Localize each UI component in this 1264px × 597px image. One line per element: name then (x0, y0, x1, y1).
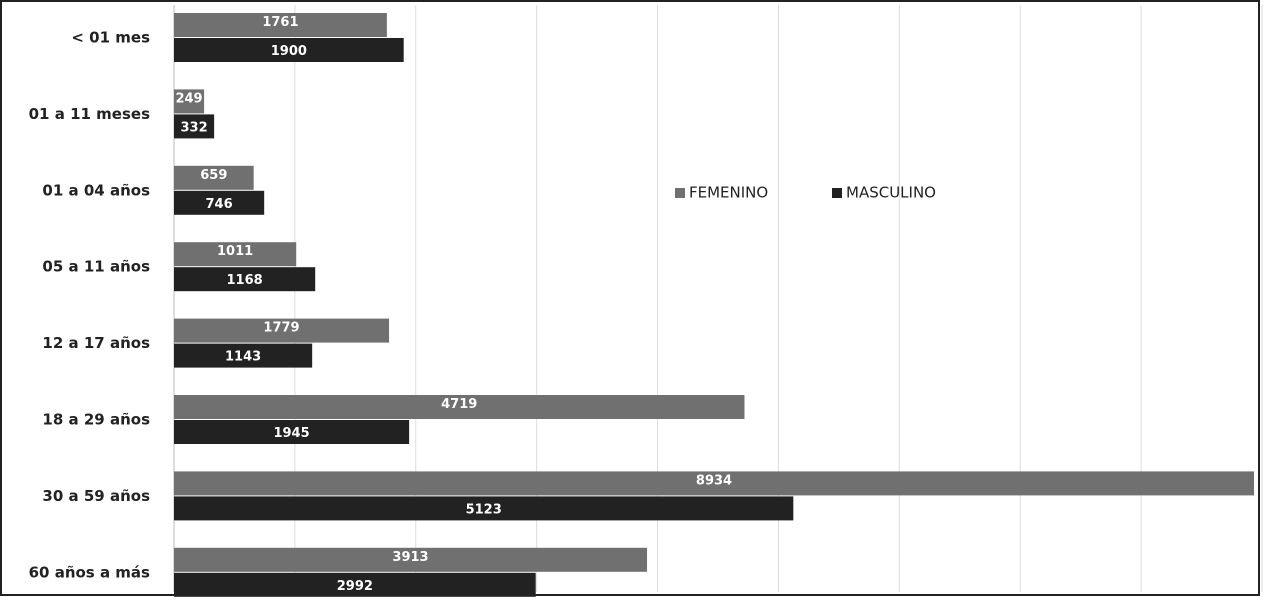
data-label: 5123 (466, 502, 502, 517)
y-tick-label: < 01 mes (71, 29, 150, 47)
y-tick-label: 01 a 04 años (42, 181, 150, 199)
data-label: 1945 (273, 426, 309, 441)
data-label: 1900 (271, 44, 307, 59)
y-tick-label: 12 a 17 años (42, 334, 150, 352)
bar (174, 114, 215, 139)
data-label: 1143 (225, 350, 261, 365)
y-tick-label: 01 a 11 meses (29, 105, 150, 123)
data-label: 3913 (392, 550, 428, 565)
bar (174, 165, 254, 190)
bar (174, 572, 536, 597)
data-label: 2992 (337, 579, 373, 594)
data-label: 1168 (227, 273, 263, 288)
bar (174, 471, 1255, 496)
data-label: 1779 (263, 321, 299, 336)
data-label: 1761 (262, 15, 298, 30)
bar (174, 420, 410, 444)
legend-label: MASCULINO (846, 184, 936, 202)
y-tick-label: 18 a 29 años (42, 411, 150, 429)
bar (174, 242, 297, 267)
bar (174, 496, 794, 521)
legend-swatch (675, 188, 685, 198)
y-tick-label: 05 a 11 años (42, 258, 150, 276)
bar (174, 318, 390, 343)
data-label: 332 (180, 120, 207, 135)
bar (174, 89, 205, 114)
data-label: 746 (206, 197, 233, 212)
legend-label: FEMENINO (689, 184, 768, 202)
bar (174, 38, 404, 62)
data-label: 249 (175, 91, 202, 106)
legend-swatch (832, 188, 842, 198)
bar (174, 267, 316, 292)
bar (174, 190, 265, 215)
bar (174, 395, 745, 419)
y-tick-label: 30 a 59 años (42, 487, 150, 505)
data-label: 8934 (696, 473, 732, 488)
data-label: 659 (200, 168, 227, 183)
y-tick-label: 60 años a más (29, 563, 150, 581)
data-label: 4719 (441, 397, 477, 412)
data-label: 1011 (217, 244, 253, 259)
bar (174, 547, 648, 572)
bar (174, 13, 387, 37)
bar (174, 343, 313, 368)
